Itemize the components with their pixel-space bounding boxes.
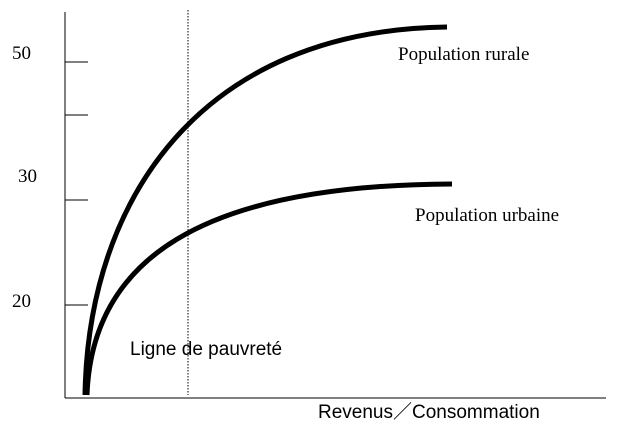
urban-curve	[84, 181, 453, 396]
y-label: 30	[18, 166, 37, 187]
y-label: 50	[12, 43, 31, 64]
x-label: Revenus／Consommation	[318, 401, 540, 423]
rural-curve	[82, 24, 448, 396]
y-label: 20	[12, 291, 31, 312]
curve-label: Population rurale	[398, 44, 529, 65]
curve-label: Population urbaine	[415, 205, 559, 226]
poverty-label: Ligne de pauvreté	[130, 339, 282, 360]
